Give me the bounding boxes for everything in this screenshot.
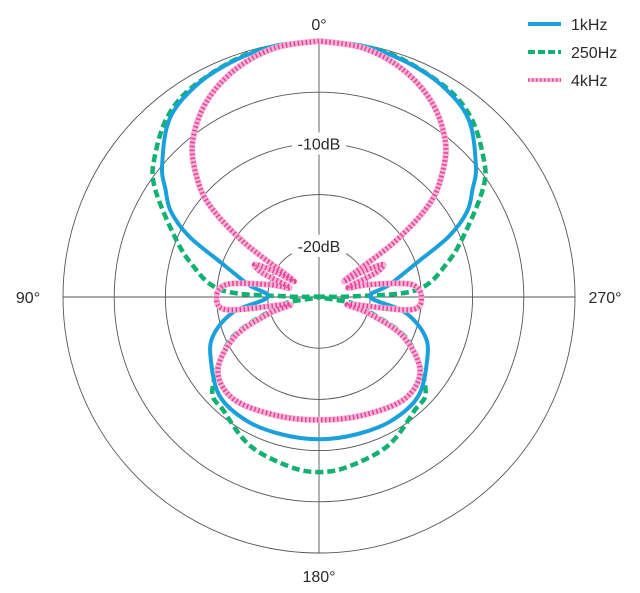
series-250Hz xyxy=(150,38,488,475)
legend-label: 250Hz xyxy=(571,45,617,62)
angle-label-90: 90° xyxy=(16,290,40,307)
svg-text:-10dB: -10dB xyxy=(298,136,341,153)
legend-label: 1kHz xyxy=(571,17,607,34)
radial-label: -10dB xyxy=(292,132,346,155)
svg-text:-20dB: -20dB xyxy=(298,239,341,256)
legend-item: 250Hz xyxy=(528,45,617,62)
legend-item: 4kHz xyxy=(528,73,607,90)
series-1kHz xyxy=(159,39,479,442)
series-line xyxy=(159,39,479,442)
polar-curves xyxy=(150,38,488,475)
legend: 1kHz 250Hz 4kHz xyxy=(528,17,617,90)
angle-label-180: 180° xyxy=(302,569,335,586)
radial-labels: -10dB -20dB xyxy=(292,132,346,257)
angle-label-270: 270° xyxy=(588,290,621,307)
series-4kHz xyxy=(189,38,449,423)
radial-label: -20dB xyxy=(292,234,346,257)
legend-item: 1kHz xyxy=(528,17,607,34)
series-line xyxy=(189,38,449,423)
legend-label: 4kHz xyxy=(571,73,607,90)
angle-label-0: 0° xyxy=(311,17,326,34)
series-line xyxy=(150,38,488,475)
